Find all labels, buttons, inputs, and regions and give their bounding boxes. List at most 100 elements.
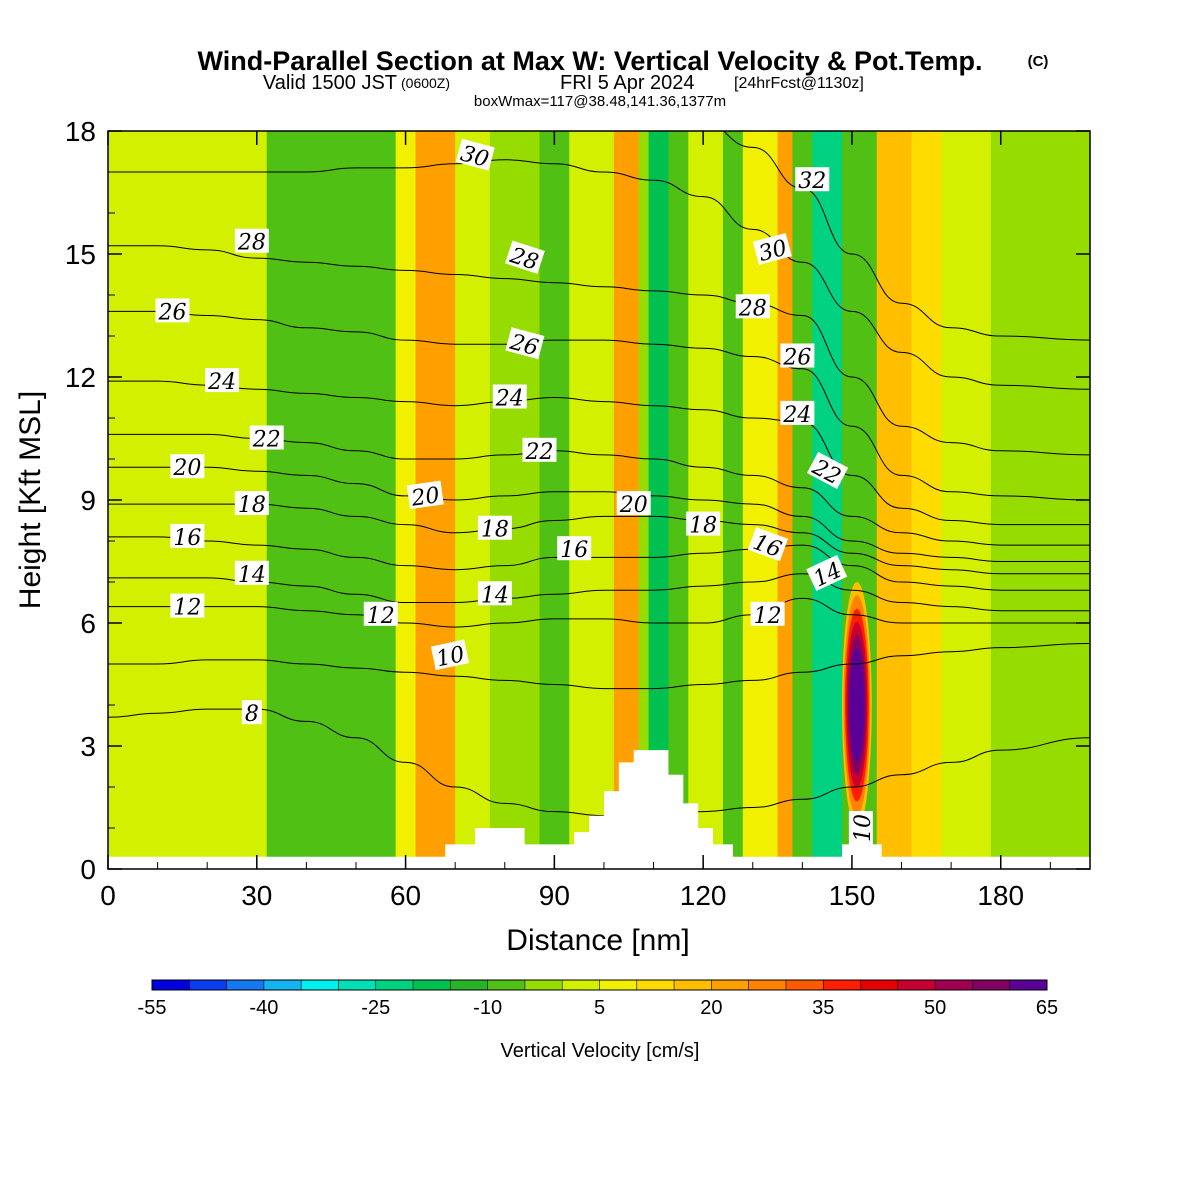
colorbar-swatch [674, 980, 712, 990]
theta-contour-8 [108, 708, 1090, 817]
box-info: boxWmax=117@38.48,141.36,1377m [474, 93, 726, 110]
theta-contour-10 [108, 643, 1090, 690]
contour-label-text: 22 [524, 440, 553, 465]
contour-label-text: 14 [238, 563, 266, 588]
colorbar-tick-label: 50 [924, 997, 946, 1019]
updraft-core [842, 582, 872, 828]
colorbar-swatch [748, 980, 787, 990]
colorbar-swatch [599, 980, 638, 990]
contour-label-20: 24 [205, 368, 240, 395]
colorbar-swatch [562, 980, 600, 990]
colorbar-swatch [860, 980, 899, 990]
contour-label-28: 28 [735, 294, 770, 321]
contour-label-31: 32 [795, 167, 830, 194]
contour-label-0: 8 [241, 700, 262, 727]
contour-label-1: 10 [430, 639, 470, 672]
contour-label-13: 18 [686, 511, 721, 539]
theta-contour-20 [108, 466, 1090, 563]
x-tick-label: 0 [100, 880, 116, 911]
colorbar-swatch [189, 980, 227, 990]
colorbar-swatch [226, 980, 265, 990]
theta-contour-26 [108, 310, 1090, 501]
theta-contour-28 [108, 245, 1090, 456]
valid-utc: (0600Z) [401, 75, 450, 91]
colorbar-swatch [375, 980, 414, 990]
colorbar-tick-label: -25 [361, 997, 390, 1019]
contour-label-25: 26 [780, 343, 815, 371]
colorbar-swatch [524, 980, 563, 990]
theta-contour-32 [722, 131, 1090, 341]
x-tick-label: 150 [829, 880, 876, 911]
contour-label-text: 18 [481, 518, 509, 543]
colorbar-swatch [823, 980, 861, 990]
velocity-column-13 [648, 131, 669, 869]
contour-label-16: 20 [616, 491, 651, 518]
contour-label-text: 28 [738, 296, 767, 321]
y-axis: 0 3 6 9 12 15 18 [65, 116, 1090, 885]
x-tick-label: 30 [241, 880, 272, 911]
y-tick-label: 3 [80, 731, 96, 762]
contour-label-12: 18 [477, 515, 512, 543]
contour-label-text: 20 [172, 456, 201, 481]
updraft-ring-5 [849, 648, 865, 762]
colorbar-swatch [263, 980, 302, 990]
x-axis: 0 30 60 90 120 150 180 [100, 131, 1051, 911]
y-tick-label: 12 [65, 362, 96, 393]
contour-label-2: 12 [170, 593, 205, 621]
velocity-column-1 [147, 131, 218, 869]
contour-label-text: 24 [207, 370, 236, 395]
contour-label-text: 12 [754, 604, 782, 629]
contour-label-26: 28 [234, 228, 269, 256]
valid-time: Valid 1500 JST [263, 72, 397, 94]
y-tick-label: 9 [80, 485, 96, 516]
colorbar-tick-label: -55 [138, 997, 167, 1019]
theta-contour-12 [108, 597, 1090, 628]
contour-label-11: 18 [234, 491, 269, 518]
colorbar-tick-label: 20 [700, 997, 722, 1019]
velocity-column-22 [876, 131, 912, 869]
contour-label-3: 12 [363, 601, 398, 629]
copyright-mark: (C) [1028, 53, 1049, 70]
contour-label-22: 24 [780, 400, 815, 428]
contour-label-8: 16 [170, 523, 205, 551]
colorbar-swatch [972, 980, 1011, 990]
x-tick-label: 120 [680, 880, 727, 911]
chart-title-group: Wind-Parallel Section at Max W: Vertical… [198, 46, 1049, 110]
contour-label-15: 20 [406, 480, 444, 512]
velocity-column-10 [569, 131, 615, 869]
contour-label-18: 22 [522, 437, 557, 465]
x-tick-label: 60 [390, 880, 421, 911]
contour-label-text: 26 [157, 300, 186, 325]
velocity-column-16 [722, 131, 744, 869]
colorbar-swatch [487, 980, 526, 990]
velocity-column-5 [395, 131, 416, 869]
velocity-column-3 [266, 131, 332, 869]
velocity-column-20 [812, 131, 843, 869]
y-axis-title: Height [Kft MSL] [14, 391, 47, 609]
colorbar-swatch [450, 980, 488, 990]
contour-label-text: 12 [173, 596, 201, 621]
terrain-profile [108, 750, 1090, 869]
colorbar-swatch [711, 980, 749, 990]
colorbar-tick-label: -10 [473, 997, 502, 1019]
colorbar-tick-label: 35 [812, 997, 834, 1019]
contour-label-text: 16 [560, 538, 588, 563]
y-tick-label: 0 [80, 854, 96, 885]
contour-label-text: 26 [782, 346, 811, 371]
contour-label-text: 14 [481, 583, 509, 608]
colorbar-tick-label: -40 [249, 997, 278, 1019]
contour-label-text: 20 [619, 493, 648, 518]
colorbar-tick-label: 65 [1036, 997, 1058, 1019]
colorbar-tick-label: 5 [594, 997, 605, 1019]
y-tick-label: 18 [65, 116, 96, 147]
contour-label-9: 16 [557, 536, 592, 563]
theta-contour-30 [108, 159, 1090, 390]
theta-contour-24 [108, 380, 1090, 526]
colorbar-swatch [152, 980, 190, 990]
contour-label-4: 12 [750, 601, 785, 629]
contour-label-text: 18 [238, 493, 266, 518]
y-tick-label: 6 [80, 608, 96, 639]
x-tick-label: 90 [539, 880, 570, 911]
colorbar-swatch [935, 980, 973, 990]
